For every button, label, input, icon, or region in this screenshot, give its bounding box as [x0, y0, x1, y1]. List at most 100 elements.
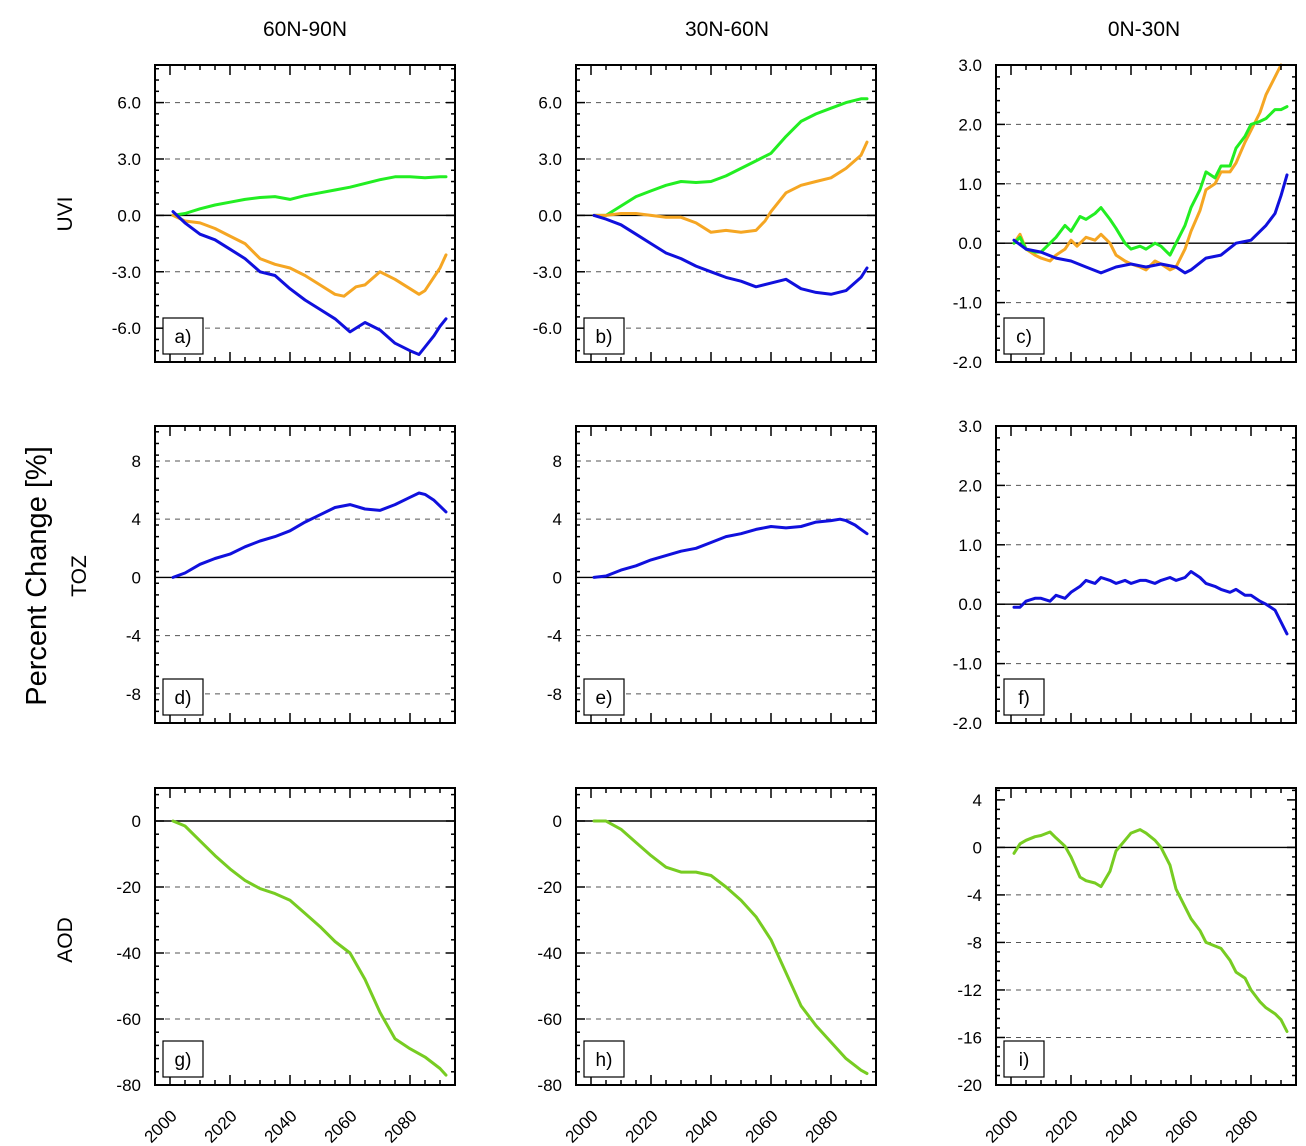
- series-line-blue: [171, 491, 448, 579]
- x-tick-label: 2000: [562, 1106, 602, 1146]
- y-tick-label: 0: [132, 812, 141, 831]
- column-title-60n-90n: 60N-90N: [263, 18, 347, 41]
- panel-label-box: [1003, 678, 1045, 716]
- y-tick-label: 2.0: [958, 115, 982, 134]
- panel-label: d): [175, 688, 192, 709]
- panel-label-box: [583, 678, 625, 716]
- series-line-orange: [1012, 63, 1283, 272]
- y-tick-label: 0: [553, 812, 562, 831]
- panel-e: -8 -4 0 4 8 e): [547, 425, 877, 724]
- y-tick-label: -8: [547, 685, 562, 704]
- x-tick-label: 2080: [802, 1106, 842, 1146]
- series-line-green_aod: [171, 819, 448, 1077]
- panel-label-box: [583, 317, 625, 355]
- y-tick-label: 0: [553, 568, 562, 587]
- y-tick-label: 3.0: [958, 417, 982, 436]
- y-tick-label: -3.0: [112, 263, 141, 282]
- y-tick-label: 6.0: [538, 94, 562, 113]
- y-tick-label: 0.0: [117, 206, 141, 225]
- panel-c: -2.0 -1.0 0.0 1.0 2.0 3.0 c): [953, 56, 1297, 372]
- panel-label-box: [162, 678, 204, 716]
- panel-label: e): [596, 688, 613, 709]
- x-tick-label: 2040: [1102, 1106, 1142, 1146]
- y-tick-label: -20: [116, 878, 141, 897]
- y-tick-label: 8: [132, 452, 141, 471]
- panel-label: h): [596, 1050, 613, 1071]
- panel-h: -80 -60 -40 -20 0 2000 2020 2040 2060 2080 h): [537, 787, 877, 1146]
- panel-label-box: [583, 1040, 625, 1078]
- y-tick-label: 4: [132, 510, 141, 529]
- y-tick-label: -4: [967, 886, 982, 905]
- x-tick-label: 2020: [201, 1106, 241, 1146]
- y-tick-label: 4: [973, 791, 982, 810]
- panel-label: a): [175, 327, 192, 348]
- y-tick-label: -80: [537, 1076, 562, 1095]
- y-tick-label: 1.0: [958, 175, 982, 194]
- x-tick-label: 2060: [1162, 1106, 1202, 1146]
- panel-a: -6.0 -3.0 0.0 3.0 6.0 a): [112, 64, 456, 363]
- x-tick-label: 2080: [381, 1106, 421, 1146]
- y-tick-label: 0.0: [958, 234, 982, 253]
- panel-label: f): [1018, 688, 1030, 709]
- series-line-green_bright: [592, 97, 869, 217]
- y-tick-label: 2.0: [958, 476, 982, 495]
- y-tick-label: 3.0: [538, 150, 562, 169]
- y-tick-label: -2.0: [953, 353, 982, 372]
- series-line-blue: [1012, 570, 1289, 636]
- x-tick-label: 2040: [682, 1106, 722, 1146]
- panel-label-box: [1003, 317, 1045, 355]
- y-tick-label: -40: [537, 944, 562, 963]
- series-line-green_bright: [171, 175, 448, 217]
- y-tick-label: -4: [126, 627, 141, 646]
- series-line-green_bright: [1012, 105, 1289, 257]
- y-tick-label: 8: [553, 452, 562, 471]
- panel-label-box: [1003, 1040, 1045, 1078]
- series-line-orange: [171, 213, 448, 298]
- x-tick-label: 2060: [321, 1106, 361, 1146]
- series-line-blue: [1012, 173, 1289, 275]
- y-tick-label: -3.0: [533, 263, 562, 282]
- x-tick-label: 2060: [742, 1106, 782, 1146]
- x-tick-label: 2000: [982, 1106, 1022, 1146]
- row-label-aod: AOD: [54, 917, 77, 963]
- y-tick-label: 0: [132, 568, 141, 587]
- panel-i: -20 -16 -12 -8 -4 0 4 2000 2020 2040 2060 2080 i): [957, 787, 1297, 1146]
- y-tick-label: -12: [957, 981, 982, 1000]
- x-tick-label: 2020: [1042, 1106, 1082, 1146]
- y-tick-label: 1.0: [958, 536, 982, 555]
- y-tick-label: -4: [547, 627, 562, 646]
- y-tick-label: -60: [537, 1010, 562, 1029]
- series-line-orange: [592, 140, 869, 234]
- x-tick-label: 2040: [261, 1106, 301, 1146]
- y-tick-label: 0.0: [958, 595, 982, 614]
- panel-label: c): [1016, 327, 1032, 348]
- y-tick-label: -40: [116, 944, 141, 963]
- y-tick-label: -60: [116, 1010, 141, 1029]
- x-tick-label: 2080: [1222, 1106, 1262, 1146]
- y-tick-label: -16: [957, 1028, 982, 1047]
- series-line-blue: [592, 213, 869, 296]
- panel-label: g): [175, 1050, 192, 1071]
- row-label-toz: TOZ: [68, 555, 91, 597]
- y-tick-label: -1.0: [953, 294, 982, 313]
- y-tick-label: -20: [957, 1076, 982, 1095]
- y-tick-label: 0: [973, 838, 982, 857]
- panel-label: i): [1019, 1050, 1030, 1071]
- row-label-uvi: UVI: [54, 196, 77, 231]
- y-tick-label: -8: [967, 933, 982, 952]
- y-tick-label: -80: [116, 1076, 141, 1095]
- y-tick-label: -6.0: [533, 319, 562, 338]
- panel-grid: -6.0 -3.0 0.0 3.0 6.0 a) -6.0 -3.0 0.0 3.0 6.0 b) -2…: [112, 56, 1297, 1146]
- y-tick-label: 4: [553, 510, 562, 529]
- y-tick-label: 6.0: [117, 94, 141, 113]
- x-tick-label: 2020: [622, 1106, 662, 1146]
- figure-titles: 60N-90N 30N-60N 0N-30N UVI TOZ AOD Perce…: [21, 18, 1180, 963]
- y-tick-label: 0.0: [538, 206, 562, 225]
- y-tick-label: 3.0: [958, 56, 982, 75]
- column-title-0n-30n: 0N-30N: [1108, 18, 1180, 41]
- y-tick-label: 3.0: [117, 150, 141, 169]
- y-tick-label: -1.0: [953, 655, 982, 674]
- panel-label: b): [596, 327, 613, 348]
- y-tick-label: -6.0: [112, 319, 141, 338]
- series-line-green_aod: [1012, 828, 1289, 1033]
